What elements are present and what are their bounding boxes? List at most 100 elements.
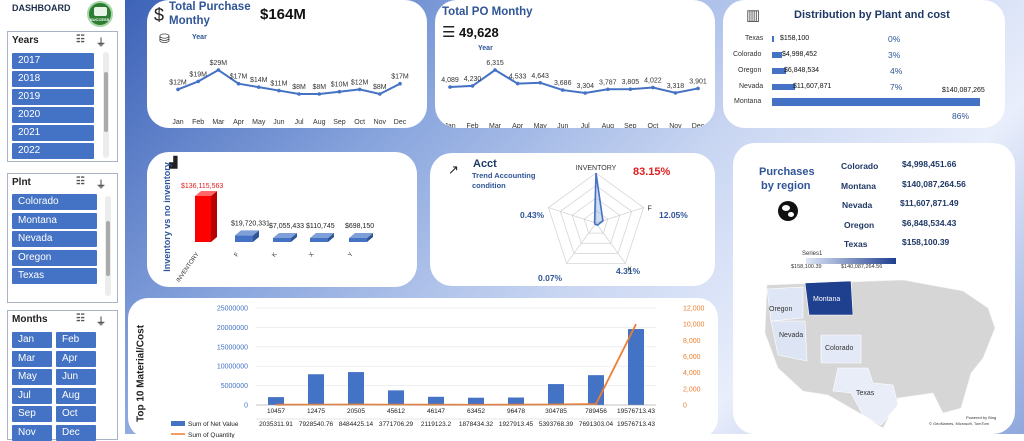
- po-point: [606, 87, 610, 92]
- dist-plant: Colorado: [733, 51, 762, 58]
- inventory-bar-top: [195, 191, 217, 196]
- plant-option[interactable]: Nevada: [12, 231, 97, 247]
- purchase-point: [176, 87, 180, 92]
- top10-value-label: 1927913.45: [499, 421, 534, 428]
- year-option[interactable]: 2017: [12, 53, 94, 69]
- plant-option[interactable]: Colorado: [12, 194, 97, 210]
- building-icon: ▥: [746, 7, 761, 24]
- map-nevada[interactable]: [770, 320, 808, 362]
- dist-plant: Nevada: [739, 83, 764, 90]
- plant-option[interactable]: Oregon: [12, 249, 97, 266]
- inventory-value-label: $136,115,563: [181, 183, 223, 190]
- plant-option[interactable]: Texas: [12, 268, 97, 284]
- map-credit-line1: Powered by Bing: [966, 415, 997, 420]
- clear-filter-icon[interactable]: ⏚: [96, 38, 106, 49]
- po-data-label: 4,230: [464, 76, 482, 83]
- inventory-category-label: X: [308, 252, 315, 259]
- top10-bar: [348, 372, 364, 405]
- dist-pct: 7%: [890, 82, 903, 92]
- radar-axis: [566, 222, 597, 264]
- inventory-bar: [235, 235, 253, 242]
- po-data-label: 6,315: [486, 60, 504, 67]
- region-plant: Nevada: [842, 200, 873, 210]
- dist-pct: 3%: [888, 50, 901, 60]
- radar-axis: [595, 222, 626, 264]
- month-option[interactable]: Jun: [56, 369, 96, 385]
- plant-slicer-label: Plnt: [12, 177, 31, 188]
- month-option[interactable]: Aug: [56, 387, 96, 404]
- year-option[interactable]: 2020: [12, 107, 94, 123]
- dist-cost: $140,087,265: [942, 87, 985, 94]
- f-pct: 12.05%: [659, 210, 688, 220]
- top10-combo-chart: 0 5000000 10000000 15000000 20000000 25000000…: [171, 306, 705, 438]
- top10-category-label: 789456: [585, 408, 607, 415]
- year-option[interactable]: 2018: [12, 71, 94, 87]
- bar-chart-icon: ▟: [169, 157, 178, 169]
- po-month-label: May: [534, 123, 548, 128]
- year-option[interactable]: 2021: [12, 125, 94, 141]
- map-texas[interactable]: [832, 367, 899, 426]
- clear-filter-icon[interactable]: ⏚: [96, 317, 106, 328]
- map-oregon[interactable]: [766, 286, 804, 322]
- top10-category-label: 12475: [307, 408, 325, 415]
- clear-filter-icon[interactable]: ⏚: [96, 180, 106, 191]
- year-option[interactable]: 2022: [12, 143, 94, 159]
- dist-plant: Oregon: [738, 67, 762, 74]
- month-option[interactable]: Jul: [12, 387, 52, 404]
- po-point: [493, 68, 497, 72]
- purchase-month-label: Feb: [192, 119, 204, 126]
- month-option[interactable]: Nov: [12, 424, 52, 441]
- month-option[interactable]: Dec: [56, 424, 96, 441]
- po-title: Total PO Monthy: [442, 6, 533, 18]
- us-map[interactable]: [733, 143, 1015, 434]
- region-value: $6,848,534.43: [902, 217, 957, 228]
- multi-select-icon[interactable]: ☷: [76, 176, 85, 187]
- multi-select-icon[interactable]: ☷: [76, 34, 85, 45]
- purchase-total: $164M: [260, 6, 306, 23]
- plant-option[interactable]: Montana: [12, 212, 97, 229]
- month-option[interactable]: Oct: [56, 406, 96, 422]
- purchase-data-label: $8M: [312, 84, 326, 91]
- top10-bar: [308, 374, 324, 405]
- region-plant: Montana: [841, 180, 876, 191]
- po-point: [673, 91, 678, 95]
- month-option[interactable]: Apr: [56, 350, 96, 367]
- years-scrollbar[interactable]: [103, 52, 109, 158]
- multi-select-icon[interactable]: ☷: [76, 313, 85, 324]
- po-point: [696, 86, 700, 91]
- purchase-title-line1: Total Purchase: [169, 1, 251, 13]
- month-option[interactable]: Sep: [12, 406, 52, 422]
- dist-bar: [772, 52, 783, 58]
- top10-category-label: 45612: [387, 408, 405, 415]
- radar-label-f: F: [648, 206, 652, 213]
- logo: SUCCESS: [87, 1, 113, 27]
- po-month-label: Sep: [624, 123, 637, 128]
- purchase-point: [277, 88, 281, 93]
- dist-cost: $4,998,452: [782, 51, 818, 58]
- radar-axis: [595, 207, 644, 224]
- month-option[interactable]: Mar: [12, 350, 52, 367]
- year-option[interactable]: 2019: [12, 89, 94, 105]
- inventory-bar: [195, 196, 211, 242]
- po-line-chart: 4,089 Jan 4,230 Feb 6,315 Mar 4,533 Apr 4,643 May…: [441, 60, 707, 128]
- dist-plant: Montana: [734, 98, 762, 105]
- left-axis-tick: 5000000: [221, 383, 248, 390]
- map-montana[interactable]: [804, 280, 854, 316]
- po-data-label: 3,318: [667, 83, 685, 90]
- inventory-category-label: INVENTORY: [176, 252, 201, 284]
- dist-cost: $6,848,534: [784, 67, 820, 74]
- month-option[interactable]: Jan: [12, 332, 52, 348]
- po-series-label: Year: [478, 45, 493, 52]
- po-point: [560, 88, 565, 92]
- map-colorado[interactable]: [820, 334, 862, 364]
- purchase-point: [196, 79, 200, 84]
- purchase-point: [398, 81, 402, 86]
- month-option[interactable]: May: [12, 369, 52, 385]
- purchase-month-label: Aug: [313, 119, 326, 126]
- radar-grid: [548, 172, 644, 264]
- purchase-series-line: [177, 68, 401, 96]
- dist-bar: [772, 84, 796, 90]
- month-option[interactable]: Feb: [56, 332, 96, 348]
- plant-scrollbar[interactable]: [105, 196, 111, 296]
- purchase-data-label: $8M: [292, 84, 306, 91]
